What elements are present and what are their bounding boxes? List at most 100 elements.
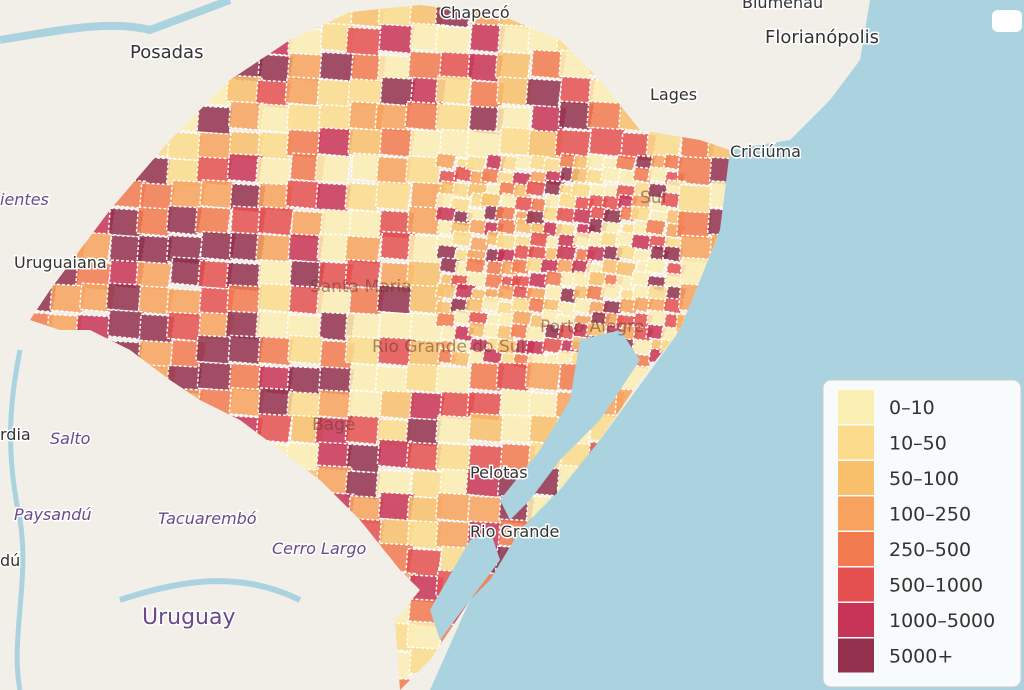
lagoon	[500, 330, 640, 520]
place-label: Pelotas	[470, 463, 528, 482]
municipality	[585, 321, 609, 340]
municipality	[614, 230, 638, 249]
municipality	[645, 309, 669, 327]
municipality	[495, 233, 518, 251]
municipality	[374, 180, 413, 212]
municipality	[524, 209, 548, 228]
legend-swatch	[838, 425, 874, 460]
place-label: Rio Grande do Sul	[372, 337, 525, 357]
legend-items: 0–10 10–50 50–100 100–250 250–500 500–1000 100…	[838, 390, 995, 673]
municipality	[465, 128, 504, 160]
municipality	[466, 494, 505, 526]
municipality	[524, 339, 548, 357]
municipality	[601, 208, 625, 226]
municipality	[509, 322, 533, 341]
municipality	[526, 244, 550, 263]
municipality	[659, 191, 683, 210]
municipality	[450, 230, 474, 248]
municipality	[434, 442, 473, 474]
municipality	[196, 131, 235, 163]
municipality	[449, 350, 473, 369]
municipality	[196, 105, 234, 136]
legend-label: 1000–5000	[889, 610, 995, 632]
municipality	[631, 338, 654, 357]
legend-swatch	[838, 603, 874, 637]
municipality	[465, 467, 503, 499]
municipality	[255, 233, 293, 265]
municipality	[434, 75, 473, 106]
place-label: Blumenau	[742, 0, 823, 12]
municipality	[135, 206, 174, 238]
map-control[interactable]	[992, 10, 1022, 32]
municipality	[434, 102, 473, 134]
municipality	[344, 181, 382, 213]
legend-label: 50–100	[889, 468, 959, 490]
municipality	[434, 152, 458, 171]
municipality	[286, 334, 325, 366]
municipality	[644, 218, 668, 237]
municipality	[599, 282, 623, 301]
place-label: Paysandú	[14, 505, 92, 524]
municipality	[227, 334, 266, 366]
place-label: Santa Maria	[310, 277, 412, 297]
municipality	[467, 412, 506, 444]
municipality	[554, 244, 578, 263]
municipality	[645, 257, 668, 276]
place-label: Sul	[640, 188, 666, 208]
municipality	[614, 260, 638, 279]
municipality	[539, 258, 563, 276]
place-label: Cerro Largo	[272, 539, 367, 558]
municipality	[165, 205, 204, 236]
place-label: ientes	[0, 190, 49, 209]
municipality	[629, 205, 653, 223]
municipality	[614, 154, 638, 172]
municipality	[469, 235, 492, 254]
legend-swatch	[838, 638, 874, 673]
municipality	[541, 336, 565, 355]
municipality	[194, 205, 233, 237]
lagoon	[430, 530, 500, 640]
place-label: Uruguaiana	[14, 253, 107, 272]
place-label: dú	[0, 551, 20, 570]
legend-label: 10–50	[889, 433, 947, 455]
place-label: Lages	[650, 85, 697, 104]
place-label: Uruguay	[142, 605, 236, 630]
legend-swatch	[838, 567, 874, 602]
municipality	[495, 76, 534, 107]
municipality	[314, 153, 352, 185]
municipality	[286, 103, 324, 134]
municipality	[378, 23, 416, 55]
place-label: Bagé	[312, 415, 355, 435]
municipality	[254, 156, 293, 188]
legend-swatch	[838, 532, 874, 566]
legend-label: 5000+	[889, 646, 953, 668]
municipality	[199, 230, 238, 262]
municipality	[630, 233, 654, 252]
municipality	[524, 360, 563, 392]
municipality	[434, 311, 458, 330]
place-label: Chapecó	[440, 3, 510, 22]
municipality	[646, 284, 670, 302]
municipality	[588, 126, 627, 158]
legend-label: 250–500	[889, 539, 971, 561]
municipality	[345, 26, 383, 57]
municipality	[495, 338, 519, 356]
place-label: Posadas	[130, 42, 203, 63]
municipality	[196, 361, 235, 392]
municipality	[569, 182, 593, 200]
municipality	[406, 519, 445, 551]
municipality	[257, 335, 295, 367]
municipality	[434, 25, 473, 57]
legend-swatch	[838, 496, 874, 531]
river	[0, 0, 232, 44]
municipality	[479, 191, 503, 210]
municipality	[524, 179, 548, 198]
municipality	[494, 205, 518, 223]
legend-swatch	[838, 390, 874, 424]
municipality	[318, 51, 357, 83]
municipality	[511, 309, 534, 328]
municipality	[466, 321, 490, 339]
municipality	[495, 217, 519, 236]
municipality	[49, 283, 87, 314]
